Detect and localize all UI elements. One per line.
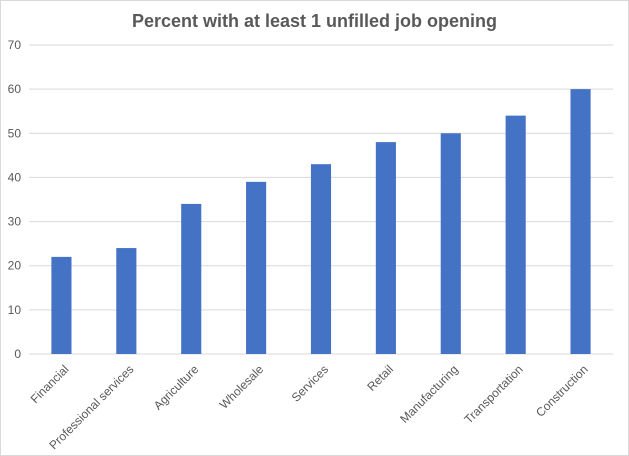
x-tick-label: Manufacturing xyxy=(397,362,461,426)
bar xyxy=(246,181,267,354)
bar xyxy=(51,256,72,354)
x-tick-label: Wholesale xyxy=(217,362,267,412)
x-tick-label: Transportation xyxy=(461,362,525,426)
chart-title: Percent with at least 1 unfilled job ope… xyxy=(131,11,498,31)
y-tick-label: 10 xyxy=(8,303,22,317)
bar xyxy=(310,164,332,354)
x-tick-label: Services xyxy=(289,362,331,404)
bar xyxy=(440,133,461,354)
y-tick-label: 40 xyxy=(8,170,22,184)
y-tick-label: 30 xyxy=(8,215,22,229)
bar xyxy=(505,115,526,354)
x-tick-label: Retail xyxy=(364,362,396,394)
y-tick-label: 20 xyxy=(8,259,22,273)
y-tick-label: 70 xyxy=(8,38,22,52)
bar xyxy=(181,203,202,354)
y-tick-label: 0 xyxy=(14,347,21,361)
y-tick-label: 50 xyxy=(8,126,22,140)
y-tick-label: 60 xyxy=(8,82,22,96)
bar xyxy=(116,248,137,354)
x-tick-label: Financial xyxy=(28,362,72,406)
x-tick-label: Agriculture xyxy=(151,362,202,413)
bar xyxy=(375,142,396,354)
bar xyxy=(570,89,591,355)
x-tick-label: Construction xyxy=(533,362,591,420)
